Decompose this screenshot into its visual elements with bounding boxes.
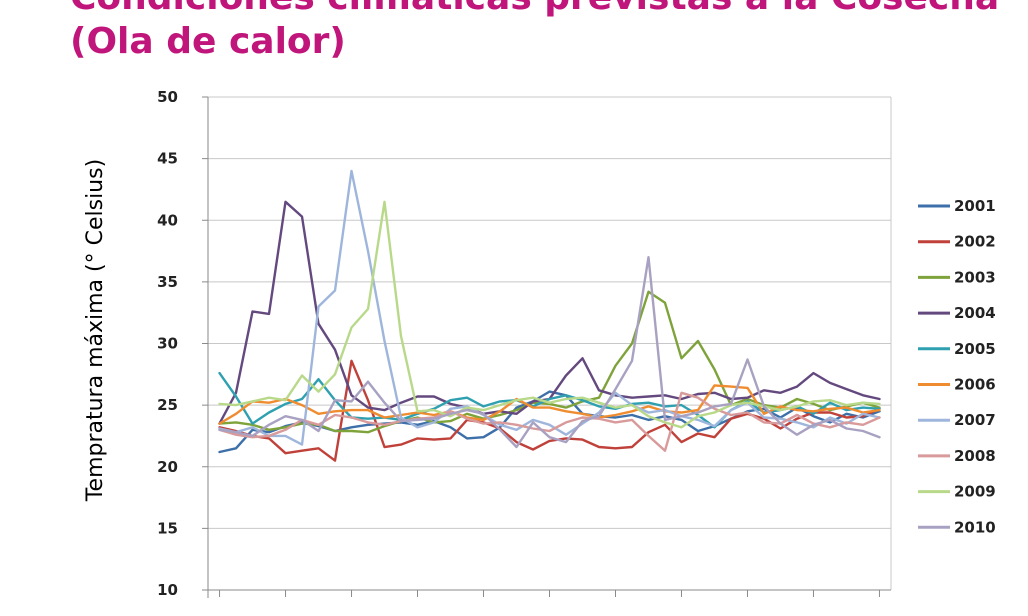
legend-label-2004: 2004 (954, 304, 996, 322)
y-axis-label: Tempratura máxima (° Celsius) (83, 159, 108, 502)
series-line-2008 (218, 391, 881, 452)
slide-title: Condiciones climáticas previstas a la Co… (70, 0, 999, 18)
y-tick-label: 20 (157, 458, 178, 476)
y-tick-label: 15 (157, 519, 178, 537)
series-line-2001 (218, 390, 881, 454)
legend-label-2007: 2007 (954, 411, 996, 429)
grid-layer (208, 96, 892, 591)
legend-label-2006: 2006 (954, 376, 996, 394)
series-line-2009 (218, 200, 881, 429)
legend-label-2002: 2002 (954, 233, 996, 251)
legend-label-2008: 2008 (954, 447, 996, 465)
legend-label-2009: 2009 (954, 483, 996, 501)
y-tick-label: 25 (157, 396, 178, 414)
legend-label-2001: 2001 (954, 197, 996, 215)
legend-label-2005: 2005 (954, 340, 996, 358)
axis-layer: 10 15 20 25 30 35 40 45 50 (157, 88, 891, 599)
y-tick-label: 35 (157, 273, 178, 291)
y-tick-label: 40 (157, 211, 178, 229)
series-line-2007 (218, 169, 881, 446)
series-layer (218, 169, 881, 462)
y-tick-label: 30 (157, 335, 178, 353)
series-line-2010 (218, 256, 881, 449)
y-tick-label: 45 (157, 150, 178, 168)
legend-label-2003: 2003 (954, 268, 996, 286)
legend: 2001 2002 2003 2004 2005 2006 2007 2008 2009 2010 (918, 197, 996, 536)
y-tick-label: 10 (157, 581, 178, 599)
legend-label-2010: 2010 (954, 518, 996, 536)
slide-subtitle: (Ola de calor) (70, 21, 346, 62)
y-tick-label: 50 (157, 88, 178, 106)
